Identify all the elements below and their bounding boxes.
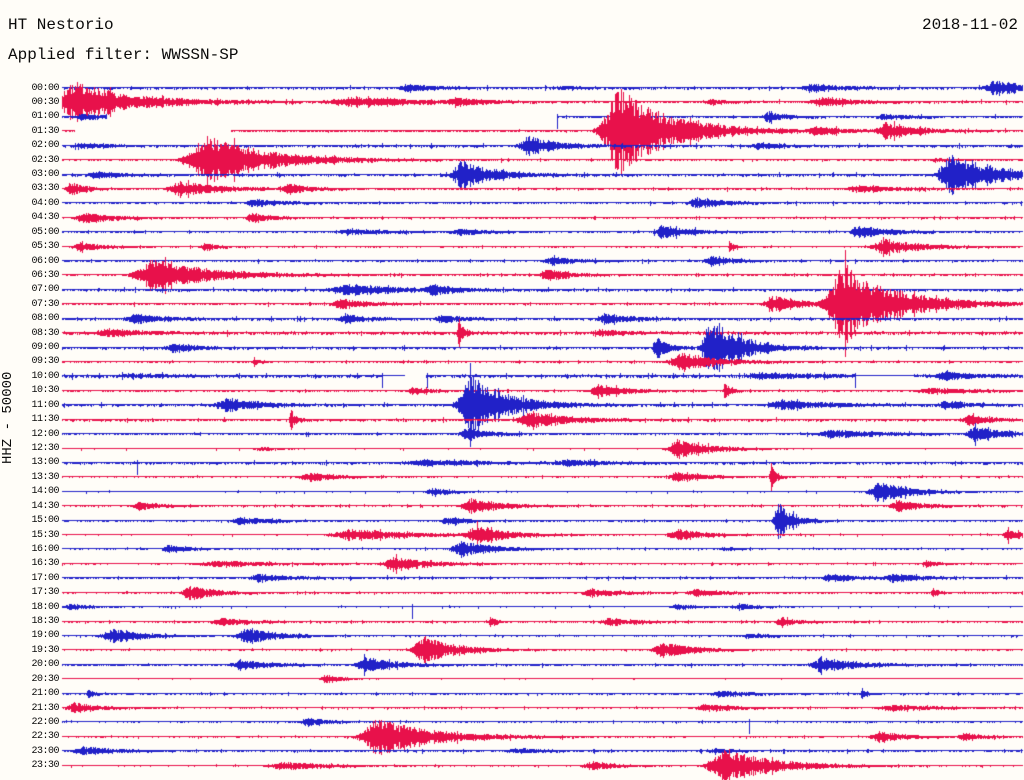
- time-label: 23:30: [31, 760, 59, 772]
- time-label: 20:30: [31, 673, 59, 685]
- time-label: 14:00: [31, 486, 59, 498]
- time-label: 19:00: [31, 630, 59, 642]
- time-label: 22:30: [31, 731, 59, 743]
- time-label: 18:30: [31, 616, 59, 628]
- time-label: 21:30: [31, 702, 59, 714]
- time-label: 19:30: [31, 644, 59, 656]
- time-label: 15:30: [31, 529, 59, 541]
- time-label: 11:00: [31, 399, 59, 411]
- time-label: 11:30: [31, 414, 59, 426]
- time-label: 07:30: [31, 298, 59, 310]
- time-label: 12:30: [31, 443, 59, 454]
- time-label: 12:00: [31, 428, 59, 440]
- time-label: 02:00: [31, 140, 59, 152]
- time-label: 00:00: [31, 82, 59, 94]
- time-label: 16:00: [31, 543, 59, 555]
- time-label: 06:00: [31, 255, 59, 267]
- time-label: 15:00: [31, 515, 59, 527]
- time-label: 16:30: [31, 558, 59, 570]
- channel-scale-label: HHZ - 50000: [0, 371, 16, 465]
- time-label: 10:30: [31, 385, 59, 397]
- time-label: 10:00: [31, 370, 59, 382]
- time-label: 08:30: [31, 327, 59, 339]
- time-label: 13:00: [31, 457, 59, 469]
- time-label: 09:30: [31, 356, 59, 368]
- station-title: HT Nestorio: [8, 16, 114, 34]
- time-label: 21:00: [31, 688, 59, 700]
- time-label: 08:00: [31, 313, 59, 325]
- time-label: 04:30: [31, 212, 59, 224]
- time-label: 02:30: [31, 154, 59, 166]
- time-label: 17:30: [31, 587, 59, 599]
- time-label: 04:00: [31, 197, 59, 209]
- time-label: 03:30: [31, 183, 59, 195]
- time-label: 23:00: [31, 745, 59, 757]
- time-label: 17:00: [31, 572, 59, 584]
- time-label: 13:30: [31, 471, 59, 483]
- time-label: 01:30: [31, 125, 59, 137]
- time-label: 18:00: [31, 601, 59, 613]
- time-label: 22:00: [31, 716, 59, 728]
- time-label: 05:00: [31, 226, 59, 238]
- time-label: 05:30: [31, 241, 59, 253]
- time-label: 00:30: [31, 96, 59, 108]
- time-label: 14:30: [31, 500, 59, 512]
- time-label: 09:00: [31, 342, 59, 354]
- time-labels: 00:00 00:30 01:00 01:30 02:00 02:30 03:00 03:30…: [0, 0, 59, 780]
- date-label: 2018-11-02: [921, 16, 1018, 34]
- applied-filter-label: Applied filter: WWSSN-SP: [8, 46, 239, 64]
- time-label: 01:00: [31, 111, 59, 123]
- time-label: 03:00: [31, 169, 59, 181]
- time-label: 06:30: [31, 269, 59, 281]
- time-label: 07:00: [31, 284, 59, 296]
- time-label: 20:00: [31, 659, 59, 671]
